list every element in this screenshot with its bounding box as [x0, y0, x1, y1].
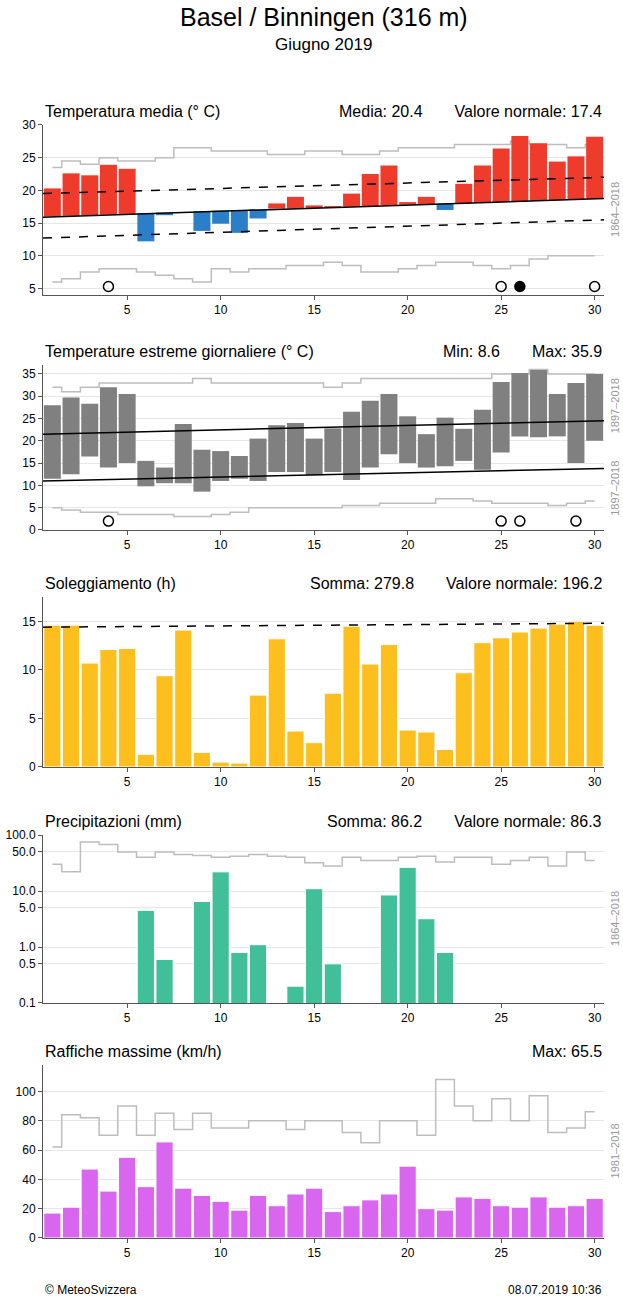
- svg-text:Media: 20.4 Valore normale: 1: Media: 20.4 Valore normale: 17.4: [339, 103, 602, 120]
- svg-text:20: 20: [401, 1011, 415, 1025]
- svg-text:30: 30: [22, 118, 36, 132]
- svg-text:1864–2018: 1864–2018: [609, 182, 621, 237]
- svg-text:Temperature estreme giornalier: Temperature estreme giornaliere (° C): [45, 343, 314, 360]
- svg-text:20: 20: [401, 775, 415, 789]
- svg-text:5: 5: [124, 538, 131, 552]
- svg-text:1897–2018: 1897–2018: [609, 461, 621, 516]
- svg-text:Precipitazioni (mm): Precipitazioni (mm): [45, 813, 182, 830]
- svg-text:15: 15: [22, 456, 36, 470]
- svg-text:1.0: 1.0: [19, 940, 36, 954]
- svg-text:10: 10: [214, 1011, 228, 1025]
- svg-text:25: 25: [22, 151, 36, 165]
- svg-text:25: 25: [494, 775, 508, 789]
- svg-text:10: 10: [22, 249, 36, 263]
- svg-text:5: 5: [124, 303, 131, 317]
- svg-text:0: 0: [29, 523, 36, 537]
- svg-text:25: 25: [494, 538, 508, 552]
- svg-text:80: 80: [22, 1114, 36, 1128]
- svg-text:10: 10: [22, 663, 36, 677]
- svg-text:5: 5: [29, 501, 36, 515]
- svg-text:5: 5: [29, 282, 36, 296]
- svg-text:5: 5: [124, 775, 131, 789]
- svg-text:100: 100: [16, 1085, 36, 1099]
- svg-text:5: 5: [29, 712, 36, 726]
- svg-text:0.1: 0.1: [19, 996, 36, 1010]
- svg-text:25: 25: [494, 303, 508, 317]
- svg-text:10.0: 10.0: [12, 884, 36, 898]
- svg-text:15: 15: [22, 615, 36, 629]
- svg-text:5: 5: [124, 1011, 131, 1025]
- svg-text:Max: 65.5: Max: 65.5: [532, 1043, 602, 1060]
- svg-text:30: 30: [588, 1246, 602, 1260]
- svg-text:0: 0: [29, 760, 36, 774]
- svg-text:60: 60: [22, 1143, 36, 1157]
- svg-text:15: 15: [307, 1246, 321, 1260]
- svg-text:0: 0: [29, 1231, 36, 1245]
- svg-text:Temperatura media (° C): Temperatura media (° C): [45, 103, 220, 120]
- svg-text:20: 20: [22, 1202, 36, 1216]
- svg-text:20: 20: [401, 303, 415, 317]
- svg-text:25: 25: [494, 1246, 508, 1260]
- svg-text:20: 20: [401, 538, 415, 552]
- svg-text:Somma: 86.2 Valore normale: 8: Somma: 86.2 Valore normale: 86.3: [327, 813, 602, 830]
- svg-text:10: 10: [214, 1246, 228, 1260]
- svg-text:Min: 8.6 Max: 35.9: Min: 8.6 Max: 35.9: [443, 343, 602, 360]
- svg-text:25: 25: [22, 412, 36, 426]
- svg-text:1897–2018: 1897–2018: [609, 378, 621, 433]
- svg-text:30: 30: [588, 538, 602, 552]
- svg-text:Somma: 279.8 Valore normale:: Somma: 279.8 Valore normale: 196.2: [310, 575, 602, 592]
- svg-text:Basel / Binningen (316 m): Basel / Binningen (316 m): [180, 3, 468, 31]
- svg-text:20: 20: [401, 1246, 415, 1260]
- svg-text:10: 10: [214, 775, 228, 789]
- svg-text:30: 30: [588, 1011, 602, 1025]
- svg-text:20: 20: [22, 434, 36, 448]
- svg-text:10: 10: [214, 538, 228, 552]
- svg-text:Soleggiamento (h): Soleggiamento (h): [45, 575, 176, 592]
- svg-text:Giugno 2019: Giugno 2019: [275, 35, 372, 54]
- svg-text:15: 15: [22, 216, 36, 230]
- svg-text:15: 15: [307, 538, 321, 552]
- svg-text:10: 10: [22, 479, 36, 493]
- svg-text:100.0: 100.0: [6, 828, 36, 842]
- svg-text:15: 15: [307, 303, 321, 317]
- svg-text:1864–2018: 1864–2018: [609, 891, 621, 946]
- svg-text:5.0: 5.0: [19, 901, 36, 915]
- svg-text:Raffiche massime (km/h): Raffiche massime (km/h): [45, 1043, 222, 1060]
- svg-text:20: 20: [22, 184, 36, 198]
- svg-text:10: 10: [214, 303, 228, 317]
- svg-text:5: 5: [124, 1246, 131, 1260]
- svg-text:1981–2018: 1981–2018: [609, 1123, 621, 1178]
- svg-text:30: 30: [22, 389, 36, 403]
- svg-text:40: 40: [22, 1173, 36, 1187]
- svg-text:35: 35: [22, 367, 36, 381]
- svg-text:25: 25: [494, 1011, 508, 1025]
- svg-text:30: 30: [588, 775, 602, 789]
- svg-text:© MeteoSvizzera: © MeteoSvizzera: [45, 1283, 137, 1297]
- svg-text:50.0: 50.0: [12, 845, 36, 859]
- svg-text:15: 15: [307, 1011, 321, 1025]
- svg-text:30: 30: [588, 303, 602, 317]
- svg-text:15: 15: [307, 775, 321, 789]
- svg-text:0.5: 0.5: [19, 957, 36, 971]
- svg-text:08.07.2019 10:36: 08.07.2019 10:36: [508, 1283, 602, 1297]
